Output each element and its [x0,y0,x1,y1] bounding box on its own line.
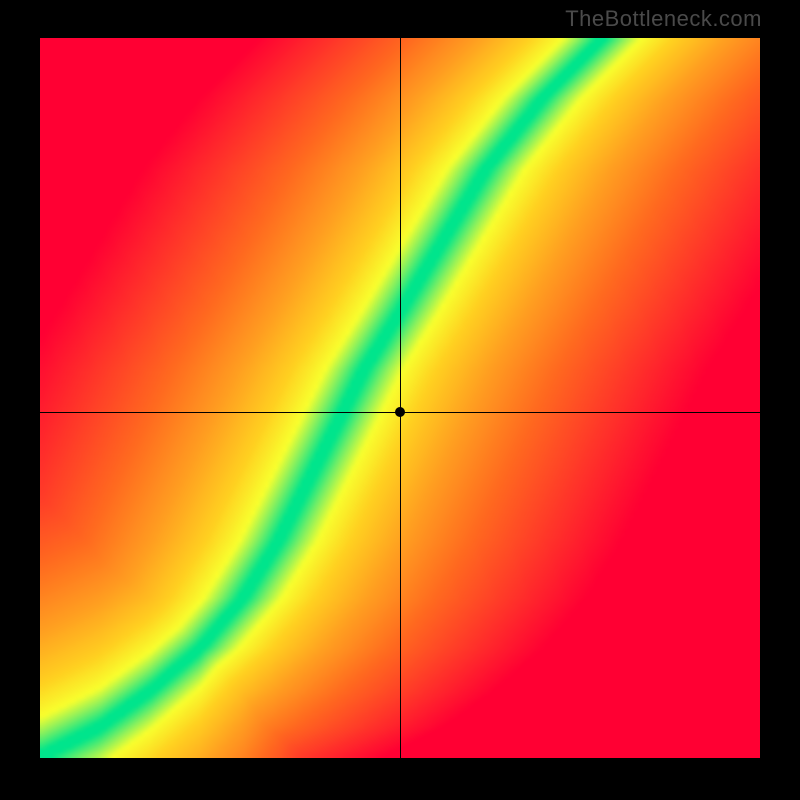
heatmap-canvas [40,38,760,758]
heatmap-plot [40,38,760,758]
selected-point-marker [395,407,405,417]
watermark-text: TheBottleneck.com [565,6,762,32]
chart-container: TheBottleneck.com [0,0,800,800]
